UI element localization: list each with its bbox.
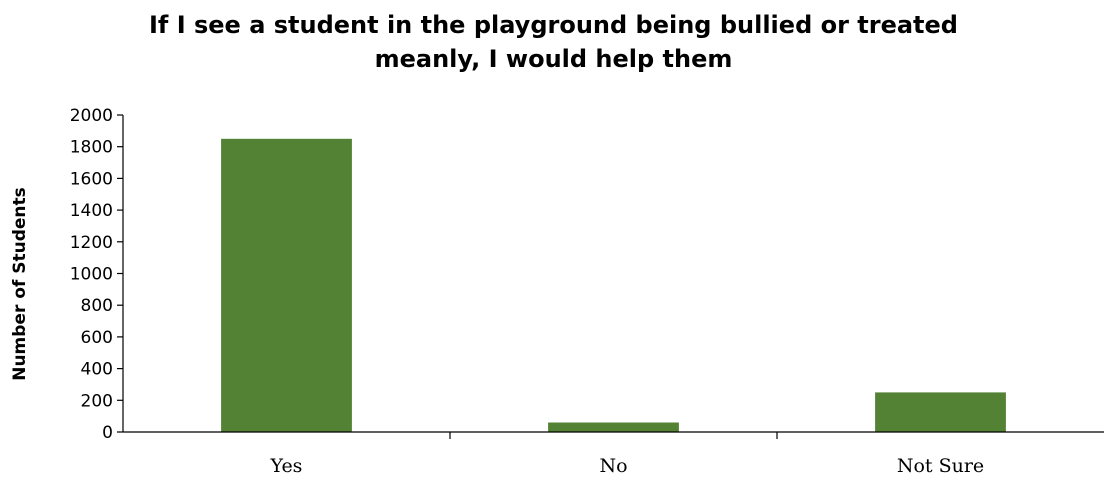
bar-not-sure xyxy=(875,392,1006,432)
bar-no xyxy=(548,422,679,432)
chart-title: If I see a student in the playground bei… xyxy=(0,8,1107,76)
y-tick-label-200: 200 xyxy=(81,391,113,411)
axes-group: 0 200 400 600 800 1000 1200 1400 1600 1800 2000 Yes… xyxy=(70,106,1104,477)
bars-group xyxy=(221,138,1006,433)
y-tick-label-1800: 1800 xyxy=(70,138,113,158)
x-tick-label-yes: Yes xyxy=(270,455,303,477)
x-tick-label-no: No xyxy=(599,455,627,477)
chart-title-line-1: If I see a student in the playground bei… xyxy=(148,11,958,39)
y-tick-label-2000: 2000 xyxy=(70,106,113,126)
y-tick-label-1000: 1000 xyxy=(70,265,113,285)
y-tick-label-1200: 1200 xyxy=(70,233,113,253)
y-axis-title: Number of Students xyxy=(10,187,30,381)
y-tick-label-800: 800 xyxy=(81,296,113,316)
chart-title-line-2: meanly, I would help them xyxy=(374,45,733,73)
y-tick-label-0: 0 xyxy=(102,423,113,443)
y-tick-label-1600: 1600 xyxy=(70,169,113,189)
y-tick-label-400: 400 xyxy=(81,360,113,380)
y-tick-label-600: 600 xyxy=(81,328,113,348)
y-tick-label-1400: 1400 xyxy=(70,201,113,221)
x-tick-label-not-sure: Not Sure xyxy=(897,455,984,477)
bar-yes xyxy=(221,138,352,433)
